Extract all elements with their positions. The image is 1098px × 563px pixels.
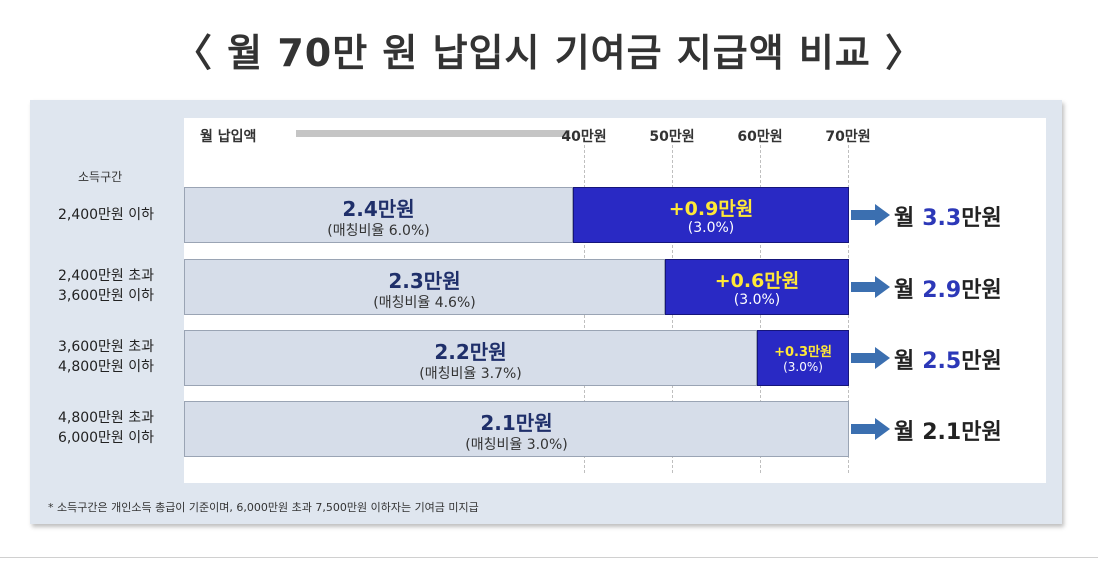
income-bracket-label: 4,800만원 초과 6,000만원 이하 xyxy=(40,408,172,448)
footnote: * 소득구간은 개인소득 총급이 기준이며, 6,000만원 초과 7,500만… xyxy=(48,501,479,514)
monthly-payment-track xyxy=(296,130,570,137)
income-bracket-line: 4,800만원 이하 xyxy=(57,359,155,375)
total-unit: 만원 xyxy=(961,420,1002,445)
monthly-total: 월 3.3만원 xyxy=(894,200,1002,232)
income-bracket-label: 3,600만원 초과 4,800만원 이하 xyxy=(40,337,172,377)
total-prefix: 월 xyxy=(894,278,915,303)
base-contribution-value: 2.3만원 xyxy=(388,269,461,293)
base-contribution-bar xyxy=(184,401,849,457)
base-contribution-bar xyxy=(184,187,573,243)
income-bracket-line: 3,600만원 이하 xyxy=(57,288,155,304)
right-arrow-icon xyxy=(851,417,891,441)
total-amount: 2.5 xyxy=(922,349,962,374)
additional-ratio-label: (3.0%) xyxy=(687,220,735,236)
chart-title: 〈 월 70만 원 납입시 기여금 지급액 비교 〉 xyxy=(173,31,925,75)
income-bracket-line: 3,600만원 초과 xyxy=(57,339,155,355)
tick-label: 70만원 xyxy=(825,129,871,145)
matching-ratio-label: (매칭비율 4.6%) xyxy=(373,295,476,311)
income-bracket-line: 4,800만원 초과 xyxy=(57,410,155,426)
total-unit: 만원 xyxy=(961,278,1002,303)
income-bracket-line: 2,400만원 이하 xyxy=(57,207,155,223)
bottom-rule xyxy=(0,557,1098,558)
base-contribution-value: 2.1만원 xyxy=(480,411,553,435)
tick-label: 60만원 xyxy=(737,129,783,145)
additional-ratio-label: (3.0%) xyxy=(783,360,823,374)
additional-contribution-bar xyxy=(757,330,849,386)
additional-contribution-value: +0.3만원 xyxy=(774,345,832,360)
additional-contribution-value: +0.9만원 xyxy=(668,198,754,220)
matching-ratio-label: (매칭비율 3.7%) xyxy=(419,366,522,382)
income-bracket-line: 6,000만원 이하 xyxy=(57,430,155,446)
total-prefix: 월 xyxy=(894,420,915,445)
base-contribution-bar xyxy=(184,259,665,315)
total-prefix: 월 xyxy=(894,206,915,231)
total-amount: 2.9 xyxy=(922,278,962,303)
total-unit: 만원 xyxy=(961,206,1002,231)
tick-label: 50만원 xyxy=(649,129,695,145)
matching-ratio-label: (매칭비율 3.0%) xyxy=(465,437,568,453)
total-prefix: 월 xyxy=(894,349,915,374)
matching-ratio-label: (매칭비율 6.0%) xyxy=(327,223,430,239)
income-bracket-label: 2,400만원 이하 xyxy=(40,205,172,225)
income-axis-title: 소득구간 xyxy=(78,170,123,184)
monthly-payment-label: 월 납입액 xyxy=(200,129,257,145)
monthly-total: 월 2.5만원 xyxy=(894,343,1002,375)
additional-ratio-label: (3.0%) xyxy=(733,292,781,308)
right-arrow-icon xyxy=(851,275,891,299)
income-bracket-label: 2,400만원 초과 3,600만원 이하 xyxy=(40,266,172,306)
total-amount: 3.3 xyxy=(922,206,962,231)
right-arrow-icon xyxy=(851,346,891,370)
base-contribution-value: 2.2만원 xyxy=(434,340,507,364)
income-bracket-line: 2,400만원 초과 xyxy=(57,268,155,284)
total-unit: 만원 xyxy=(961,349,1002,374)
total-amount: 2.1 xyxy=(922,420,962,445)
base-contribution-value: 2.4만원 xyxy=(342,197,415,221)
base-contribution-bar xyxy=(184,330,757,386)
additional-contribution-bar xyxy=(665,259,849,315)
monthly-total: 월 2.1만원 xyxy=(894,414,1002,446)
additional-contribution-bar xyxy=(573,187,849,243)
additional-contribution-value: +0.6만원 xyxy=(714,270,800,292)
tick-label: 40만원 xyxy=(561,129,607,145)
monthly-total: 월 2.9만원 xyxy=(894,272,1002,304)
right-arrow-icon xyxy=(851,203,891,227)
